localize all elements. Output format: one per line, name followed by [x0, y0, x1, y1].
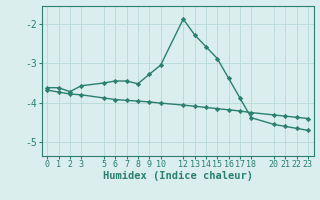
- X-axis label: Humidex (Indice chaleur): Humidex (Indice chaleur): [103, 171, 252, 181]
